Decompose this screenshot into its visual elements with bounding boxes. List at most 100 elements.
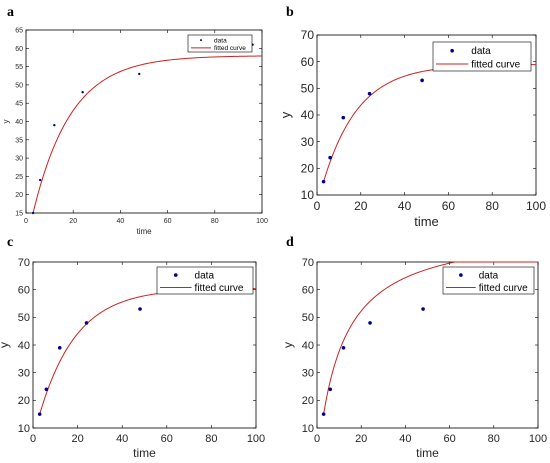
legend-label-fitted-curve: fitted curve	[214, 45, 246, 52]
legend-label-fitted-curve: fitted curve	[195, 283, 244, 294]
y-tick-label: 30	[15, 156, 23, 163]
y-tick-label: 30	[301, 135, 315, 149]
y-tick-label: 10	[18, 423, 30, 435]
legend-label-fitted-curve: fitted curve	[471, 60, 520, 71]
y-tick-label: 35	[15, 137, 23, 144]
panel-letter: a	[7, 5, 14, 20]
data-point	[57, 345, 62, 350]
panel-d: d 0 20 40 60 80 100 10 20 30 40 50 60 70 time y datafitt…	[281, 235, 547, 460]
data-point	[31, 211, 35, 215]
y-tick-label: 30	[302, 368, 314, 380]
x-tick-label: 100	[256, 218, 268, 225]
y-tick-label: 60	[15, 46, 23, 53]
y-tick-label: 60	[302, 285, 314, 297]
x-axis-title: time	[414, 214, 439, 229]
legend-box	[442, 266, 535, 295]
x-tick-label: 40	[117, 218, 125, 225]
data-point	[328, 155, 332, 160]
y-tick-label: 50	[18, 312, 30, 324]
y-axis-title: y	[2, 120, 11, 124]
y-tick-label: 20	[301, 162, 315, 176]
y-tick-label: 45	[15, 101, 23, 108]
y-tick-label: 55	[15, 64, 23, 71]
plot-area-frame	[25, 29, 263, 214]
legend-box	[432, 41, 532, 72]
y-tick-label: 40	[15, 119, 23, 126]
data-point	[328, 387, 333, 392]
y-tick-label: 20	[15, 192, 23, 199]
x-tick-label: 100	[526, 199, 546, 213]
x-tick-label: 40	[399, 433, 411, 445]
y-tick-label: 30	[18, 368, 30, 380]
y-tick-label: 40	[18, 340, 30, 352]
y-axis-title: y	[278, 111, 293, 118]
data-point	[138, 307, 142, 311]
x-tick-label: 20	[355, 433, 367, 445]
x-tick-label: 0	[24, 218, 28, 225]
x-tick-label: 80	[211, 218, 219, 225]
data-point	[368, 321, 372, 325]
y-tick-label: 50	[15, 82, 23, 89]
y-tick-label: 20	[302, 395, 314, 407]
y-tick-label: 65	[15, 27, 23, 34]
panel-letter: c	[7, 235, 13, 250]
legend-marker-data	[200, 39, 203, 42]
y-tick-label: 70	[302, 257, 314, 269]
data-point	[367, 91, 372, 96]
y-axis-title: y	[0, 342, 11, 348]
x-tick-label: 60	[161, 433, 173, 445]
x-tick-label: 20	[69, 218, 77, 225]
y-tick-label: 40	[301, 108, 315, 122]
x-tick-label: 0	[314, 433, 320, 445]
x-tick-label: 80	[488, 433, 500, 445]
panel-letter: d	[286, 235, 294, 250]
data-point	[321, 412, 326, 416]
data-point	[37, 412, 42, 416]
x-tick-label: 100	[529, 433, 547, 445]
data-point	[53, 123, 56, 127]
data-point	[321, 179, 326, 184]
data-point	[138, 72, 141, 76]
y-tick-label: 15	[15, 210, 23, 217]
legend-label-data: data	[195, 271, 215, 282]
legend-label-data: data	[471, 46, 491, 57]
y-tick-label: 50	[301, 82, 315, 96]
y-tick-label: 60	[301, 55, 315, 69]
fitted-curve-line	[323, 261, 538, 415]
x-tick-label: 60	[443, 433, 455, 445]
y-axis-title: y	[281, 342, 295, 348]
x-tick-label: 40	[116, 433, 128, 445]
y-tick-label: 50	[302, 312, 314, 324]
y-tick-label: 70	[18, 257, 30, 269]
legend-marker-data	[173, 273, 178, 277]
x-tick-label: 0	[30, 433, 36, 445]
x-tick-label: 20	[354, 199, 368, 213]
fitted-curve-line	[323, 64, 537, 182]
data-point	[341, 345, 346, 350]
data-point	[420, 78, 424, 83]
x-tick-label: 60	[164, 218, 172, 225]
x-tick-label: 100	[247, 433, 265, 445]
y-tick-label: 20	[18, 395, 30, 407]
data-point	[84, 321, 89, 325]
legend-marker-data	[450, 48, 454, 53]
x-tick-label: 20	[71, 433, 83, 445]
y-tick-label: 40	[302, 340, 314, 352]
panel-letter: b	[286, 5, 294, 20]
fitted-curve-line	[39, 288, 257, 415]
panel-c: c 0 20 40 60 80 100 10 20 30 40 50 60 70 time y datafitt…	[0, 235, 265, 460]
x-tick-label: 0	[314, 199, 321, 213]
y-tick-label: 10	[302, 423, 314, 435]
fitted-curve-line	[32, 55, 263, 214]
y-tick-label: 25	[15, 174, 23, 181]
panel-b: b 0 20 40 60 80 100 10 20 30 40 50 60 70 time y data fitt…	[278, 5, 546, 229]
x-tick-label: 80	[205, 433, 217, 445]
data-point	[421, 307, 425, 311]
y-tick-label: 60	[18, 285, 30, 297]
y-tick-label: 70	[301, 28, 315, 42]
x-axis-title: time	[416, 446, 439, 460]
